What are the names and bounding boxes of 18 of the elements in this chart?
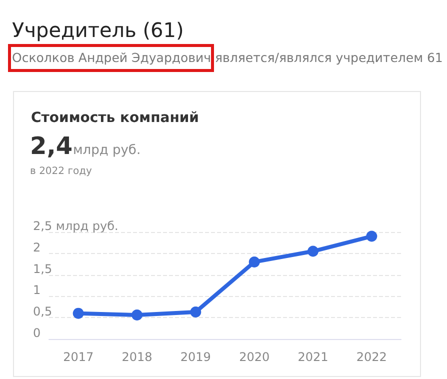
text: Осколков Андрей Эдуардович является/являлся учредителем 61 (12, 50, 443, 65)
chart-title: Стоимость компаний (31, 110, 199, 126)
y-tick-label: 1 (33, 283, 41, 298)
y-tick-label: 2 (33, 240, 41, 254)
y-tick-label: 1,5 (33, 262, 52, 276)
x-tick-label: 2021 (298, 350, 328, 364)
y-tick-label: 2,5 млрд руб. (33, 219, 118, 233)
text: млрд руб. (73, 143, 141, 158)
text: 2,4 (30, 132, 73, 160)
y-tick-label: 0 (33, 326, 41, 340)
x-tick-label: 2022 (356, 350, 387, 364)
x-tick-label: 2020 (239, 350, 270, 364)
text: Учредитель (61) (12, 18, 184, 42)
x-tick-label: 2018 (122, 350, 152, 364)
x-tick-label: 2017 (63, 350, 94, 364)
y-tick-label: 0,5 (33, 304, 52, 319)
text: в 2022 году (30, 166, 92, 177)
x-tick-label: 2019 (180, 350, 211, 364)
